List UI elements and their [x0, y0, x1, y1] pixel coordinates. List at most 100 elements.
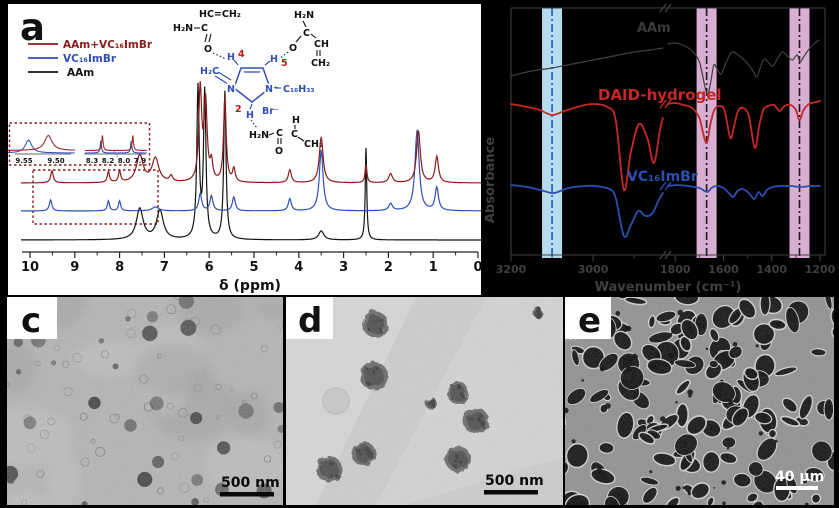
structure-text: O: [275, 146, 283, 157]
nmr-tick-label: 7: [160, 260, 169, 275]
nmr-tick-label: 4: [294, 260, 303, 275]
structure-text: 2: [235, 104, 242, 115]
h-bond-dotted: [250, 119, 258, 129]
panel-d-label-box: [286, 297, 333, 339]
structure-text: Br⁻: [262, 106, 279, 117]
structure-text: H: [270, 54, 278, 65]
nmr-inset-curves: 9.55 9.50 8.3 8.2 8.0 7.9: [8, 134, 147, 165]
scale-bar-e: 40 μm: [775, 469, 824, 490]
structure-text: N: [227, 84, 235, 95]
ftir-tick-label: 3200: [496, 263, 527, 276]
inset-tick-label: 8.2: [102, 157, 115, 165]
bond: [264, 60, 271, 66]
axis-break-mark: [659, 250, 667, 260]
ftir-trace-daid-hydrogel: [667, 100, 821, 149]
panel-e-label: e: [578, 301, 601, 341]
structure-text: CH₂: [311, 58, 330, 69]
inset-trace-red: [108, 135, 147, 152]
scale-bar-d-text: 500 nm: [485, 473, 544, 489]
structure-text: CH₂: [304, 139, 323, 150]
bond: [204, 33, 208, 43]
legend-label-red: AAm+VC₁₆ImBr: [63, 39, 153, 51]
scale-bar-c: 500 nm: [220, 475, 280, 497]
inset-mini-spectra: [15, 150, 146, 158]
ftir-x-axis-title: Wavenumber (cm⁻¹): [595, 280, 742, 295]
ftir-trace-aam: [667, 39, 820, 95]
axis-break-mark: [659, 99, 667, 109]
chemical-structure: HC=CH₂ H₂N−C O H₂N C O CH CH₂: [173, 9, 330, 157]
ftir-label-aam: AAm: [637, 21, 671, 36]
structure-text: H₂C: [200, 66, 219, 77]
scale-bar-c-line: [220, 492, 274, 497]
nmr-tick-label: 9: [70, 260, 79, 275]
ftir-trace-daid-hydrogel: [510, 103, 664, 192]
nmr-legend: AAm+VC₁₆ImBr VC₁₆ImBr AAm: [28, 39, 153, 79]
inset-trace-red: [84, 135, 123, 152]
bond: [208, 33, 212, 43]
nmr-tick-label: 5: [249, 260, 258, 275]
scale-bar-e-line: [776, 486, 818, 490]
inset-tick-label: 9.55: [15, 157, 32, 165]
structure-text: C: [291, 129, 298, 140]
panel-d-label: d: [298, 301, 322, 341]
ftir-axes-frame: 3200 3000 1800 1600 1400 1200: [496, 3, 836, 276]
nmr-trace-aam: [21, 82, 481, 241]
nmr-trace-aam-vc16imbr: [21, 81, 481, 184]
ftir-label-vc16imbr: VC₁₆ImBr: [627, 169, 698, 185]
ftir-trace-aam: [510, 47, 664, 77]
scale-bar-e-text: 40 μm: [775, 469, 824, 485]
ftir-tick-label: 1600: [708, 263, 739, 276]
scale-bar-c-text: 500 nm: [221, 475, 280, 491]
panel-c-tem-micrograph: c 500 nm: [7, 297, 283, 505]
structure-text: 5: [281, 58, 288, 69]
nmr-tick-label: 8: [115, 260, 124, 275]
ftir-trace-vc-imbr: [510, 184, 664, 238]
inset-trace-blue: [108, 140, 147, 154]
panel-e-sem-micrograph: e 40 μm: [565, 297, 834, 505]
ftir-tick-label: 1200: [805, 263, 836, 276]
structure-text: H₂N: [294, 10, 314, 21]
axis-break-mark: [664, 250, 672, 260]
structure-text: H: [292, 115, 300, 126]
structure-text: C₁₆H₃₃: [283, 84, 315, 95]
bond: [297, 136, 305, 142]
bond: [217, 71, 232, 81]
structure-text: CH: [314, 39, 329, 50]
structure-text: HC=CH₂: [199, 9, 241, 20]
imidazolium-ring: [233, 67, 271, 103]
spectrum-dashed-box: [32, 169, 159, 225]
structure-text: H: [246, 110, 254, 121]
panel-d-tem-micrograph: d 500 nm: [286, 297, 563, 505]
panel-c-label: c: [21, 301, 41, 341]
bond: [268, 132, 275, 136]
structure-text: O: [289, 43, 297, 54]
legend-label-black: AAm: [67, 67, 94, 79]
panel-a-nmr: a AAm+VC₁₆ImBr VC₁₆ImBr AAm HC=CH₂ H₂N−C…: [8, 4, 481, 295]
scale-bar-d: 500 nm: [484, 473, 544, 495]
nmr-tick-label: 2: [384, 260, 393, 275]
structure-text: O: [204, 44, 212, 55]
bond: [310, 33, 317, 39]
inset-trace-red: [8, 134, 76, 151]
bond: [249, 103, 253, 110]
structure-text: C: [303, 28, 310, 39]
nmr-tick-label: 6: [205, 260, 214, 275]
inset-tick-label: 9.50: [47, 157, 64, 165]
structure-text: H₂N−C: [173, 23, 208, 34]
axis-break-mark: [659, 3, 667, 13]
structure-text: N⁺: [265, 84, 278, 95]
structure-text: H₂N: [249, 130, 269, 141]
inset-trace-blue: [8, 139, 75, 154]
ftir-trace-vc-imbr: [667, 184, 821, 200]
bond: [214, 75, 229, 85]
inset-dashed-box: [8, 122, 151, 166]
nmr-x-axis-title: δ (ppm): [219, 278, 281, 294]
nmr-tick-label: 0: [473, 260, 481, 275]
nmr-trace-vc16imbr: [21, 129, 481, 212]
bond: [302, 20, 307, 28]
ftir-tick-label: 1800: [660, 263, 691, 276]
axis-break-mark: [664, 3, 672, 13]
structure-text: 4: [238, 49, 245, 60]
ftir-y-axis-title: Absorbance: [485, 137, 498, 223]
